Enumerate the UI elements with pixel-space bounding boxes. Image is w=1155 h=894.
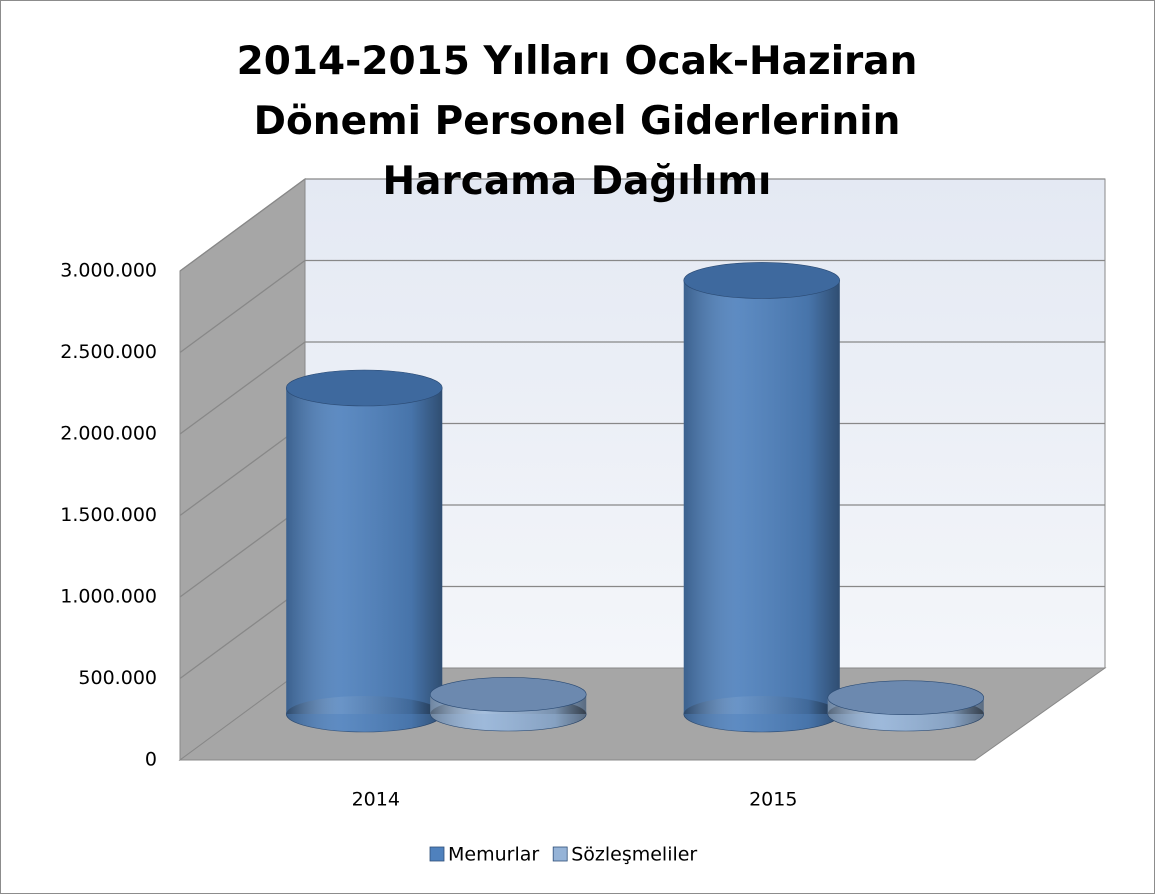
bar-top-shade [683,262,840,299]
legend-label: Memurlar [448,844,539,866]
y-tick-label: 2.500.000 [60,341,157,363]
chart-title: 2014-2015 Yılları Ocak-Haziran Dönemi Pe… [236,39,918,204]
bar-top-shade [286,370,443,406]
legend-swatch [552,846,568,862]
x-tick-label: 2015 [749,789,797,811]
grid-line [179,504,306,598]
plot: 0 500.000 1.000.000 1.500.000 2.000.000 2.500… [60,178,1105,866]
bar-top [683,262,841,299]
bar-top [429,677,587,712]
bar-top-shade [827,680,984,715]
grid-line [179,259,306,354]
bar-top [285,369,443,407]
legend-swatch [429,846,445,862]
y-tick-label: 1.000.000 [60,586,157,608]
grid-line [179,341,306,435]
grid-line [179,422,306,517]
grid-line [179,585,306,680]
y-tick-label: 3.000.000 [60,260,157,282]
x-tick-label: 2014 [352,789,400,811]
bar-shade [286,388,443,714]
legend-label: Sözleşmeliler [571,844,697,866]
bar-top-shade [430,677,587,712]
grid-line [179,178,306,272]
y-tick-label: 2.000.000 [60,423,157,445]
bar-shade [683,280,840,714]
bar-top [827,680,985,716]
y-tick-label: 0 [145,749,157,771]
y-tick-label: 1.500.000 [60,504,157,526]
y-tick-label: 500.000 [78,667,157,689]
